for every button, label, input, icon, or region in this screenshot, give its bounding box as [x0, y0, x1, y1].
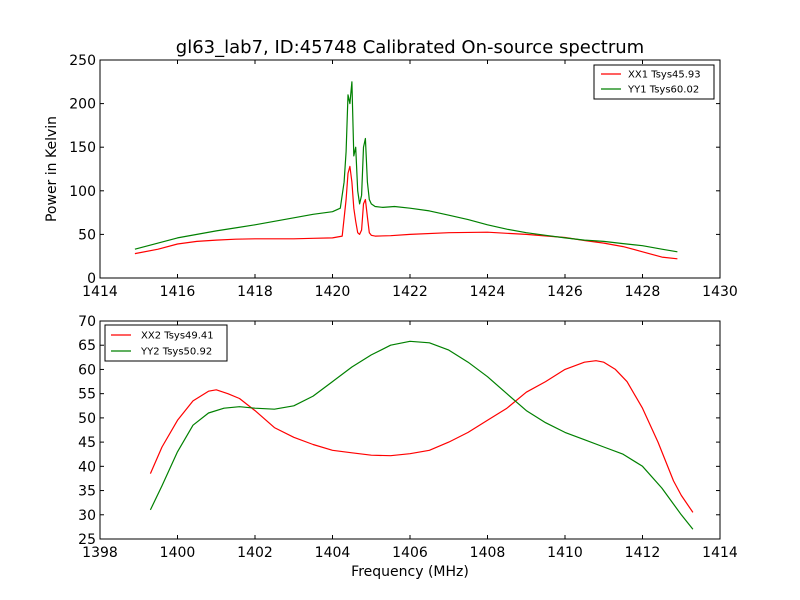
top-axes-frame [99, 59, 721, 279]
top-legend: XX1 Tsys45.93 YY1 Tsys60.02 [593, 64, 715, 100]
top-series-lines [134, 81, 678, 260]
bottom-ytick-label-4: 45 [78, 435, 96, 451]
bottom-axes-frame [99, 320, 721, 540]
top-legend-label-yy1: YY1 Tsys60.02 [627, 85, 699, 96]
top-ytick-label-0: 0 [87, 271, 96, 287]
top-xtick-label-5: 1424 [470, 284, 506, 300]
bottom-ytick-label-0: 25 [78, 532, 96, 548]
top-ytick-label-2: 100 [69, 184, 96, 200]
bottom-ytick-label-9: 70 [78, 314, 96, 330]
top-xtick-label-3: 1420 [315, 284, 351, 300]
bottom-xtick-label-4: 1406 [392, 545, 428, 561]
bottom-ytick-label-6: 55 [78, 387, 96, 403]
bottom-ytick-label-1: 30 [78, 508, 96, 524]
top-xtick-label-2: 1418 [237, 284, 273, 300]
top-legend-label-xx1: XX1 Tsys45.93 [628, 70, 701, 81]
bottom-spectrum-panel: 1398 1400 1402 1404 1406 1408 1410 1412 1414 25 30… [78, 314, 738, 580]
top-xtick-label-6: 1426 [547, 284, 583, 300]
bottom-legend-label-yy2: YY2 Tsys50.92 [140, 347, 212, 358]
bottom-xtick-label-3: 1404 [315, 545, 351, 561]
bottom-series-line-0 [149, 360, 694, 513]
bottom-ytick-label-8: 65 [78, 338, 96, 354]
top-series-line-0 [134, 165, 678, 260]
top-xtick-label-0: 1414 [82, 284, 118, 300]
bottom-ytick-label-2: 35 [78, 484, 96, 500]
top-ytick-label-5: 250 [69, 53, 96, 69]
top-ytick-label-4: 200 [69, 97, 96, 113]
bottom-series-lines [149, 340, 694, 530]
top-series-line-1 [134, 81, 678, 253]
bottom-xtick-label-2: 1402 [237, 545, 273, 561]
bottom-legend-box [104, 324, 228, 362]
bottom-legend-label-xx2: XX2 Tsys49.41 [141, 331, 214, 342]
bottom-xtick-label-7: 1412 [625, 545, 661, 561]
bottom-xtick-label-1: 1400 [160, 545, 196, 561]
top-y-axis-label: Power in Kelvin [44, 116, 60, 222]
top-xtick-label-7: 1428 [625, 284, 661, 300]
figure-title: gl63_lab7, ID:45748 Calibrated On-source… [176, 37, 644, 58]
top-axis-ticks: 1414 1416 1418 1420 1422 1424 1426 1428 1430 0 50 1… [69, 53, 738, 300]
bottom-xtick-label-5: 1408 [470, 545, 506, 561]
bottom-xtick-label-6: 1410 [547, 545, 583, 561]
bottom-ytick-label-7: 60 [78, 362, 96, 378]
bottom-axis-ticks: 1398 1400 1402 1404 1406 1408 1410 1412 1414 25 30… [78, 314, 738, 561]
bottom-ytick-label-5: 50 [78, 411, 96, 427]
top-xtick-label-4: 1422 [392, 284, 428, 300]
bottom-xtick-label-8: 1414 [702, 545, 738, 561]
bottom-ytick-label-3: 40 [78, 459, 96, 475]
top-xtick-label-8: 1430 [702, 284, 738, 300]
top-ytick-label-3: 150 [69, 140, 96, 156]
top-spectrum-panel: 1414 1416 1418 1420 1422 1424 1426 1428 1430 0 50 1… [44, 53, 738, 300]
bottom-legend: XX2 Tsys49.41 YY2 Tsys50.92 [104, 324, 228, 362]
bottom-x-axis-label: Frequency (MHz) [351, 564, 469, 580]
bottom-xtick-label-0: 1398 [82, 545, 118, 561]
top-legend-box [593, 64, 715, 100]
top-ytick-label-1: 50 [78, 227, 96, 243]
top-xtick-label-1: 1416 [160, 284, 196, 300]
bottom-series-line-1 [149, 340, 694, 530]
